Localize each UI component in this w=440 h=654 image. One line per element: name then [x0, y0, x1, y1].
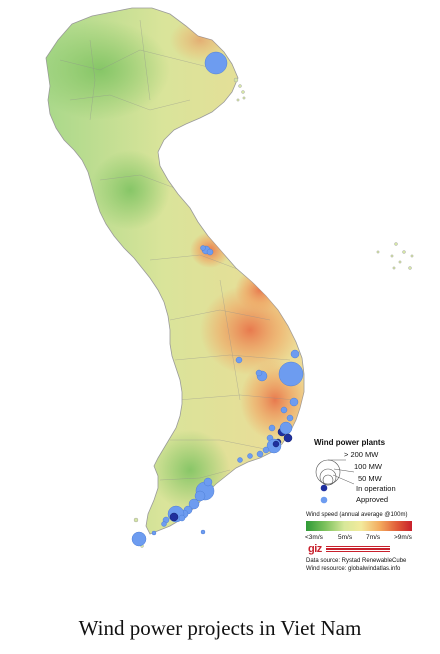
approved-wind-plant-marker [286, 414, 294, 422]
size-circle-small [322, 474, 334, 486]
size-circle-medium [319, 468, 337, 486]
map-caption: Wind power projects in Viet Nam [78, 616, 362, 640]
wind-tick-2: 5m/s [338, 534, 353, 541]
size-label-small: 50 MW [358, 474, 382, 483]
legend-title: Wind power plants [314, 438, 386, 447]
wind-tick-4: >9m/s [394, 534, 412, 541]
size-label-large: > 200 MW [344, 450, 379, 459]
giz-logo: giz [308, 543, 322, 555]
approved-wind-plant-marker [278, 361, 304, 387]
approved-wind-plant-marker [256, 450, 264, 458]
map-legend: Wind power plants > 200 MW 100 MW 50 MW … [304, 436, 416, 576]
status-label-operation: In operation [356, 484, 396, 493]
approved-wind-plant-marker [204, 51, 228, 75]
approved-wind-plant-marker [200, 529, 206, 535]
wind-speed-colorbar [306, 521, 412, 531]
approved-wind-plant-marker [279, 421, 293, 435]
approved-wind-plant-marker [247, 453, 253, 459]
size-label-medium: 100 MW [354, 462, 382, 471]
giz-logo-lines [326, 546, 390, 554]
operating-wind-plant-marker [169, 512, 179, 522]
approved-wind-plant-marker [290, 349, 300, 359]
approved-wind-plant-marker [161, 521, 167, 527]
size-circle-large [315, 459, 341, 485]
approved-wind-plant-marker [194, 490, 206, 502]
approved-wind-plant-marker [255, 369, 263, 377]
approved-dot [320, 496, 328, 504]
status-label-approved: Approved [356, 495, 389, 504]
data-source-text: Data source: Rystad RenewableCube [306, 558, 407, 564]
approved-wind-plant-marker [151, 530, 157, 536]
approved-wind-plant-marker [203, 477, 213, 487]
operating-wind-plant-marker [272, 440, 280, 448]
approved-wind-plant-marker [289, 397, 299, 407]
approved-wind-plant-marker [280, 406, 288, 414]
in-operation-dot [320, 484, 328, 492]
approved-wind-plant-marker [237, 457, 243, 463]
islands [133, 77, 414, 548]
approved-wind-plant-marker [178, 514, 186, 522]
approved-wind-plant-marker [131, 531, 147, 547]
land-area [45, 7, 305, 535]
wind-tick-1: <3m/s [305, 534, 323, 541]
wind-resource-text: Wind resource: globalwindatlas.info [306, 566, 401, 572]
approved-wind-plant-marker [235, 356, 243, 364]
wind-plant-markers [131, 51, 304, 547]
wind-tick-3: 7m/s [366, 534, 381, 541]
approved-wind-plant-marker [188, 498, 200, 510]
approved-wind-plant-marker [262, 446, 270, 454]
status-symbols [320, 484, 328, 504]
wind-speed-title: Wind speed (annual average @100m) [306, 512, 408, 518]
approved-wind-plant-marker [200, 245, 206, 251]
approved-wind-plant-marker [206, 248, 214, 256]
operating-wind-plant-marker [283, 433, 293, 443]
approved-wind-plant-marker [268, 424, 276, 432]
size-symbols [315, 459, 355, 486]
vietnam-wind-map [45, 7, 414, 548]
